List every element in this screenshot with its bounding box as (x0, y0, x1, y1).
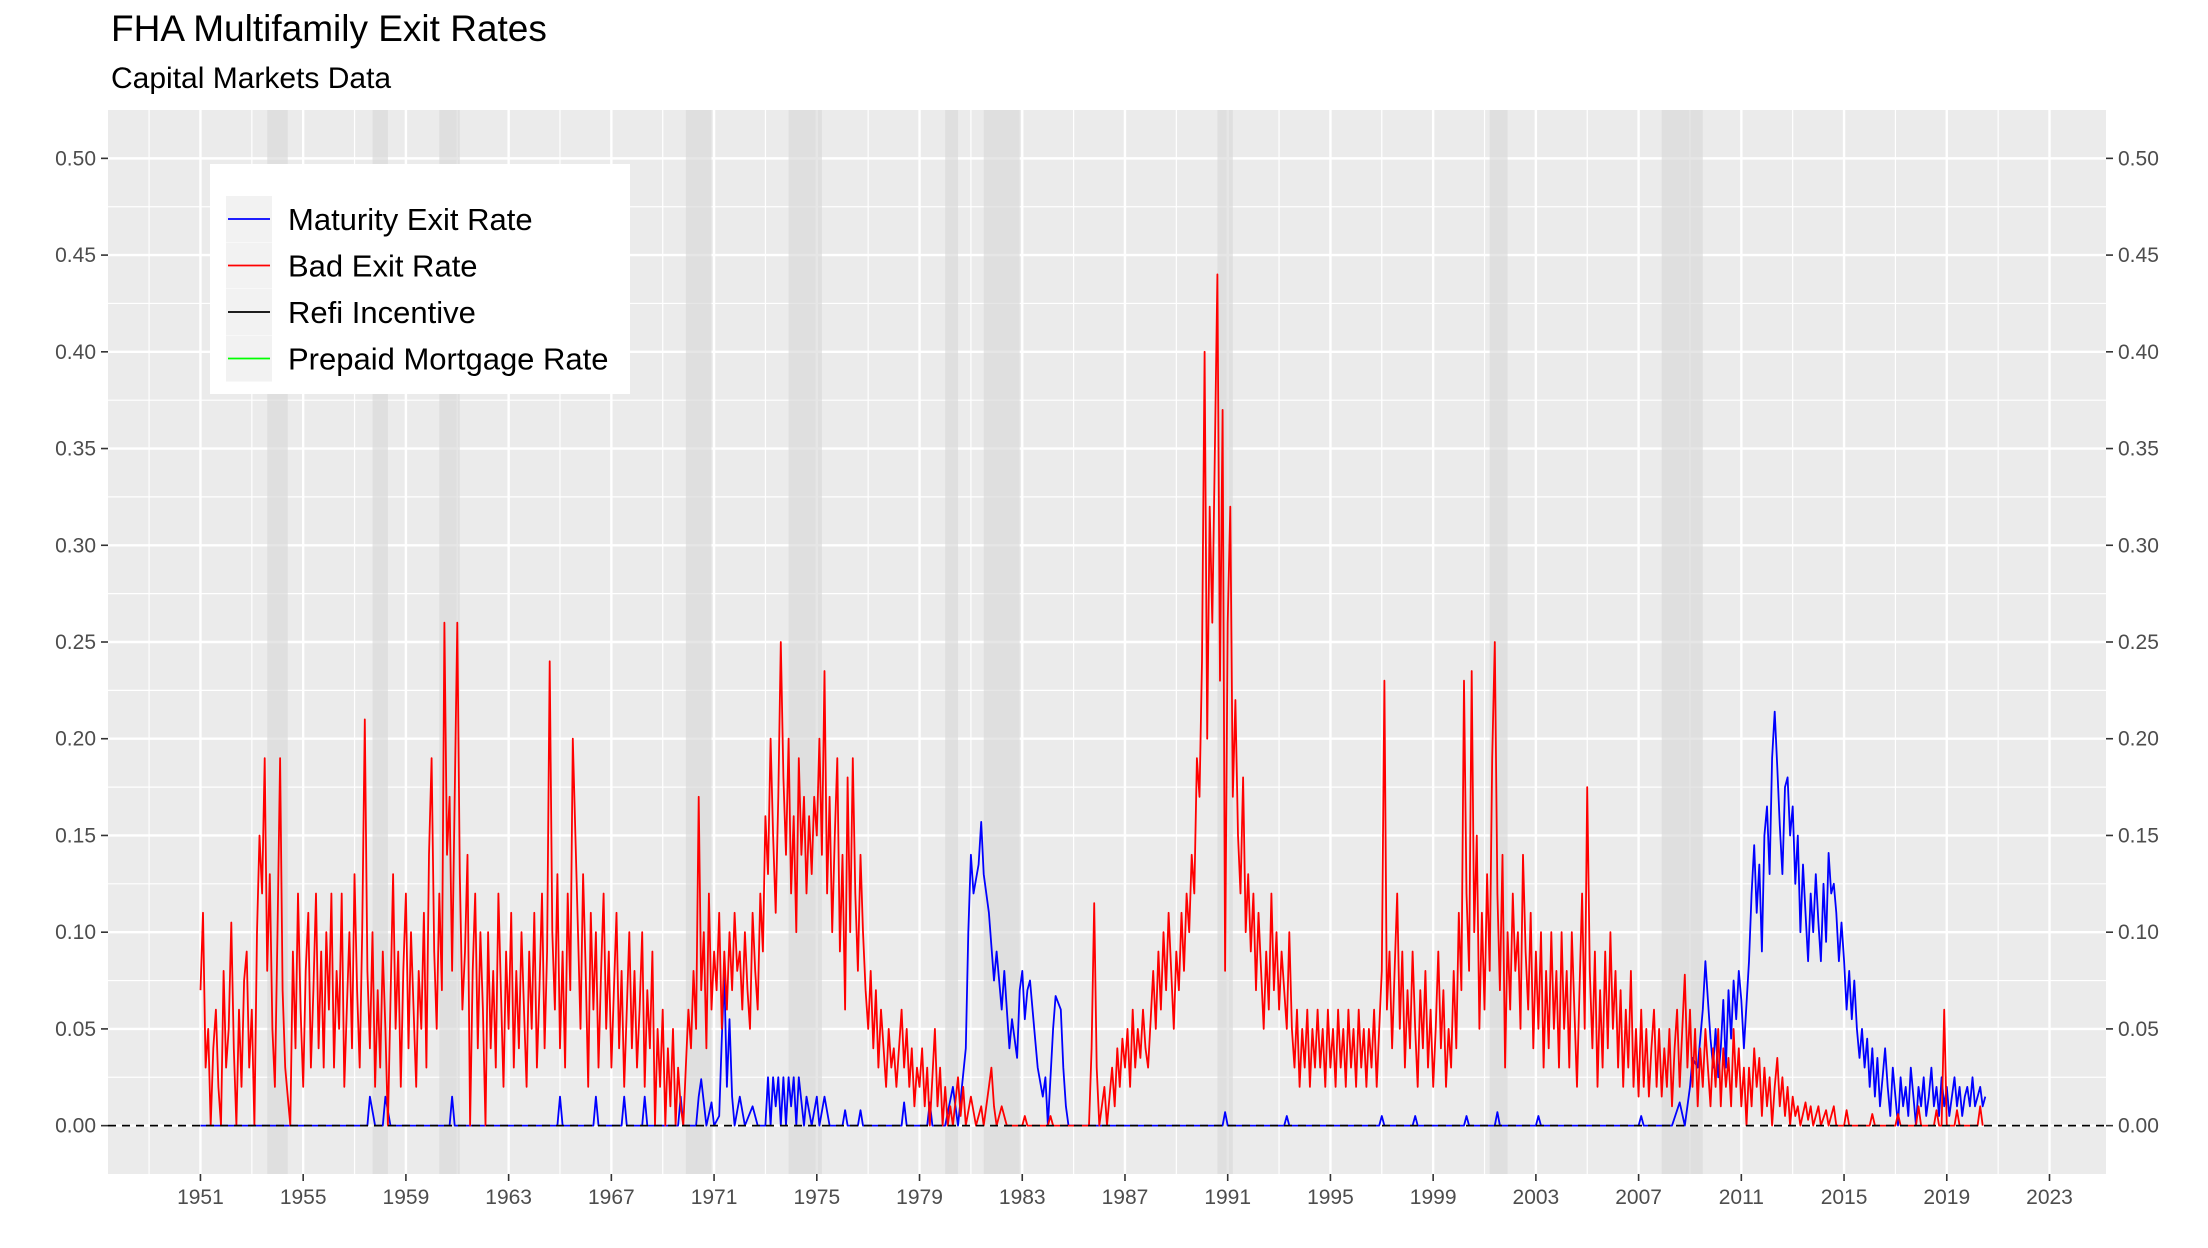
x-tick-label: 1999 (1410, 1186, 1457, 1209)
y-tick-label-right: 0.25 (2118, 631, 2159, 654)
x-tick-label: 2023 (2026, 1186, 2073, 1209)
y-tick-label-left: 0.00 (55, 1115, 96, 1138)
recession-band (945, 110, 959, 1174)
legend-label: Refi Incentive (288, 295, 476, 330)
y-tick-label-left: 0.35 (55, 438, 96, 461)
x-tick-label: 1975 (793, 1186, 840, 1209)
y-tick-label-right: 0.10 (2118, 921, 2159, 944)
bad-exit-rate-line (199, 273, 1984, 1127)
y-tick-label-right: 0.35 (2118, 438, 2159, 461)
x-tick-label: 1987 (1102, 1186, 1149, 1209)
y-tick-label-left: 0.40 (55, 341, 96, 364)
x-tick-label: 1983 (999, 1186, 1046, 1209)
y-tick-label-left: 0.15 (55, 824, 96, 847)
recession-band (983, 110, 1020, 1174)
y-tick-label-left: 0.25 (55, 631, 96, 654)
axes: 1951 1955 1959 1963 1967 1971 1975 1979 1983 1987… (55, 147, 2159, 1209)
x-tick-label: 2007 (1615, 1186, 1662, 1209)
x-tick-label: 2015 (1821, 1186, 1868, 1209)
x-tick-label: 1967 (588, 1186, 635, 1209)
x-tick-label: 1979 (896, 1186, 943, 1209)
y-tick-label-right: 0.50 (2118, 147, 2159, 170)
y-tick-label-left: 0.05 (55, 1018, 96, 1041)
x-tick-label: 2011 (1719, 1186, 1764, 1209)
chart-subtitle: Capital Markets Data (111, 62, 392, 95)
x-tick-label: 1963 (485, 1186, 532, 1209)
x-tick-label: 1991 (1204, 1186, 1251, 1209)
y-tick-label-left: 0.30 (55, 534, 96, 557)
y-tick-label-right: 0.40 (2118, 341, 2159, 364)
y-tick-label-right: 0.45 (2118, 244, 2159, 267)
y-tick-label-left: 0.20 (55, 728, 96, 751)
x-tick-label: 2019 (1923, 1186, 1970, 1209)
x-tick-label: 1971 (691, 1186, 738, 1209)
y-tick-label-left: 0.45 (55, 244, 96, 267)
legend: Maturity Exit Rate Bad Exit Rate Refi Ince… (210, 164, 630, 394)
y-tick-label-right: 0.20 (2118, 728, 2159, 751)
x-tick-label: 1959 (383, 1186, 430, 1209)
x-tick-label: 2003 (1513, 1186, 1560, 1209)
legend-label: Maturity Exit Rate (288, 202, 533, 237)
legend-label: Bad Exit Rate (288, 249, 478, 284)
x-tick-label: 1995 (1307, 1186, 1354, 1209)
chart-title: FHA Multifamily Exit Rates (111, 8, 547, 49)
y-tick-label-right: 0.15 (2118, 824, 2159, 847)
y-tick-label-right: 0.00 (2118, 1115, 2159, 1138)
y-tick-label-right: 0.30 (2118, 534, 2159, 557)
recession-band (788, 110, 822, 1174)
x-tick-label: 1951 (177, 1186, 224, 1209)
recession-band (1661, 110, 1703, 1174)
y-tick-label-left: 0.10 (55, 921, 96, 944)
y-tick-label-right: 0.05 (2118, 1018, 2159, 1041)
legend-box (210, 164, 630, 394)
y-tick-label-left: 0.50 (55, 147, 96, 170)
legend-label: Prepaid Mortgage Rate (288, 342, 609, 377)
x-tick-label: 1955 (280, 1186, 327, 1209)
recession-band (1217, 110, 1233, 1174)
